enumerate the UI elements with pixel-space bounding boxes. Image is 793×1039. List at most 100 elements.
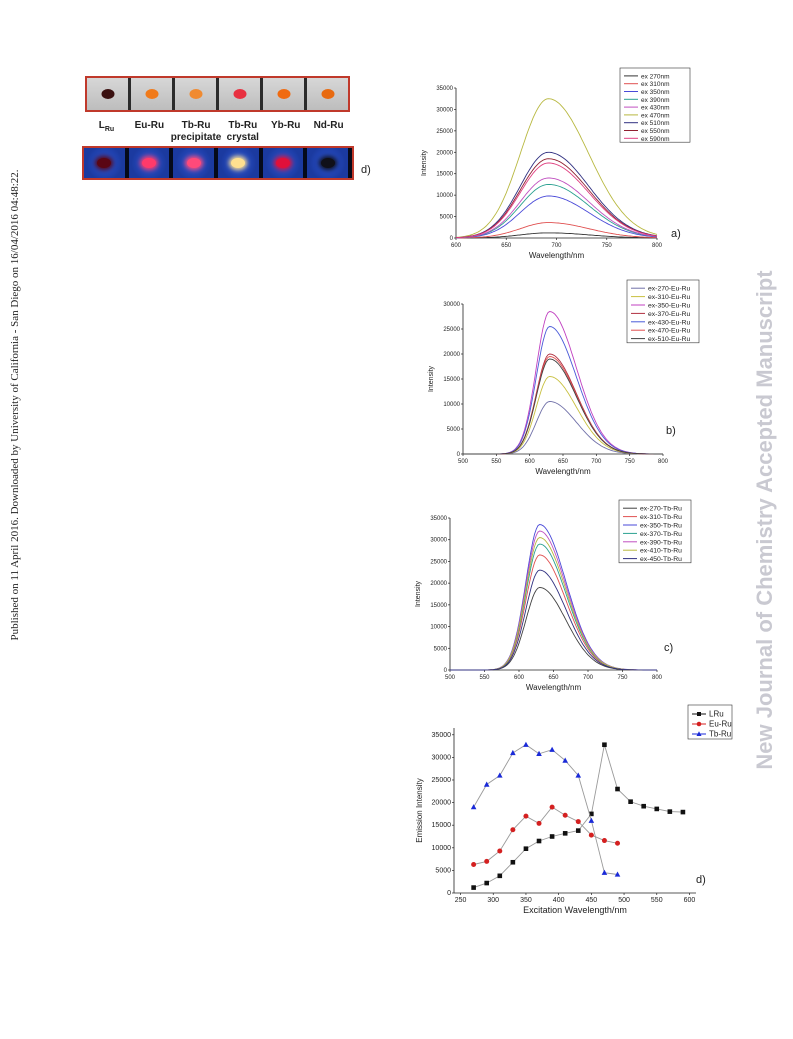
- y-tick-label: 30000: [436, 107, 453, 113]
- legend-box: [618, 499, 692, 564]
- x-tick-label: 250: [455, 897, 467, 904]
- y-tick-label: 10000: [430, 625, 447, 631]
- data-point: [510, 749, 516, 756]
- sample-photo-uv: [82, 146, 354, 180]
- legend-entry: ex-370-Eu-Ru: [648, 311, 691, 318]
- x-axis-label: Wavelength/nm: [529, 251, 585, 260]
- data-point: [667, 809, 673, 814]
- legend-entry: ex-450-Tb-Ru: [640, 556, 682, 563]
- sample-label: Nd-Ru: [313, 120, 344, 131]
- sample-cell-daylight: [175, 78, 219, 110]
- x-tick-label: 750: [625, 459, 636, 465]
- publication-side-note: Published on 11 April 2016. Downloaded b…: [0, 0, 30, 1039]
- legend-marker: [696, 731, 702, 736]
- data-point: [680, 809, 686, 815]
- legend-entry: ex 590nm: [641, 136, 670, 143]
- series-line: [463, 401, 663, 455]
- sample-powder: [145, 89, 158, 99]
- data-point: [614, 871, 621, 877]
- legend-entry: ex-510-Eu-Ru: [648, 336, 691, 343]
- sample-cell-daylight: [307, 78, 348, 110]
- x-tick-label: 700: [591, 459, 602, 465]
- x-tick-label: 450: [586, 897, 598, 904]
- x-tick-label: 550: [651, 897, 663, 904]
- data-point: [483, 781, 490, 787]
- x-tick-label: 350: [520, 897, 532, 904]
- watermark-text: New Journal of Chemistry Accepted Manusc…: [752, 270, 777, 770]
- series-line: [455, 151, 658, 239]
- sample-cell-uv: [307, 148, 353, 178]
- y-tick-label: 20000: [432, 800, 452, 807]
- series-line: [455, 162, 658, 239]
- emission-chart-a: 600 650 700 750 800 0 5000 10000 15000 20000 25000…: [421, 67, 691, 260]
- y-tick-label: 0: [447, 890, 451, 897]
- legend-marker: [697, 712, 701, 716]
- x-tick-label: 800: [658, 459, 669, 465]
- sample-glow: [142, 158, 156, 168]
- emission-chart-b: 500 550 600 650 700 750 800 0 5000 10000 15000 2000…: [428, 279, 700, 476]
- data-point: [575, 819, 581, 825]
- data-point: [562, 757, 568, 763]
- legend-entry: ex 550nm: [641, 128, 670, 135]
- sample-glow: [186, 158, 201, 168]
- legend-entry: ex 430nm: [641, 105, 670, 112]
- y-tick-label: 10000: [436, 193, 453, 199]
- sample-labels: LRu Eu-Ru Tb-Ru precipitate Tb-Ru crystal Yb…: [85, 120, 350, 144]
- data-point: [471, 862, 477, 868]
- x-tick-label: 600: [514, 675, 525, 681]
- series-line: [455, 98, 658, 238]
- x-tick-label: 750: [617, 675, 628, 681]
- data-point: [615, 786, 620, 792]
- excitation-chart-d: 250 300 350 400 450 500 550 600 0 5000 10000 15000 2…: [415, 704, 733, 915]
- series-line: [463, 353, 663, 455]
- data-point: [575, 772, 582, 778]
- x-tick-label: 550: [479, 675, 490, 681]
- series-line: [456, 195, 658, 239]
- x-tick-label: 500: [618, 897, 630, 904]
- sample-photo-daylight: [85, 76, 350, 112]
- panel-label: c): [664, 642, 673, 654]
- series-line: [456, 222, 658, 239]
- legend-entry: ex-350-Eu-Ru: [648, 303, 691, 310]
- series-line: [456, 232, 658, 239]
- y-tick-label: 25000: [430, 559, 447, 565]
- panel-label: d): [696, 874, 706, 886]
- x-axis-label: Wavelength/nm: [526, 683, 582, 692]
- data-point: [601, 838, 607, 844]
- data-point: [536, 820, 542, 826]
- data-point: [484, 858, 490, 864]
- legend-entry: ex 270nm: [641, 73, 670, 80]
- x-tick-label: 500: [445, 675, 456, 681]
- legend-entry: ex 470nm: [641, 112, 670, 119]
- x-axis-label: Excitation Wavelength/nm: [523, 905, 627, 915]
- y-tick-label: 10000: [432, 845, 452, 852]
- sample-label: LRu: [98, 120, 115, 133]
- y-tick-label: 25000: [436, 129, 453, 135]
- legend-box: [619, 67, 691, 143]
- y-tick-label: 30000: [443, 302, 460, 308]
- y-axis-label: Emission Intensity: [415, 778, 424, 842]
- legend-entry: ex-430-Eu-Ru: [648, 319, 691, 326]
- x-tick-label: 500: [458, 459, 469, 465]
- data-point: [510, 859, 516, 865]
- sample-cell-uv: [84, 148, 129, 178]
- y-tick-label: 35000: [436, 86, 453, 92]
- sample-glow: [276, 158, 291, 168]
- series-line: [463, 358, 663, 455]
- sample-cell-daylight: [263, 78, 307, 110]
- y-tick-label: 0: [444, 668, 448, 674]
- sample-glow: [231, 158, 246, 168]
- sample-cell-daylight: [131, 78, 175, 110]
- legend-box: [626, 279, 700, 344]
- sample-cell-uv: [218, 148, 263, 178]
- x-axis-label: Wavelength/nm: [535, 467, 591, 476]
- x-tick-label: 650: [548, 675, 559, 681]
- x-tick-label: 650: [558, 459, 569, 465]
- data-point: [641, 803, 646, 809]
- journal-watermark: New Journal of Chemistry Accepted Manusc…: [740, 0, 790, 1039]
- y-tick-label: 20000: [443, 352, 460, 358]
- y-tick-label: 25000: [432, 777, 452, 784]
- series-line: [463, 356, 663, 455]
